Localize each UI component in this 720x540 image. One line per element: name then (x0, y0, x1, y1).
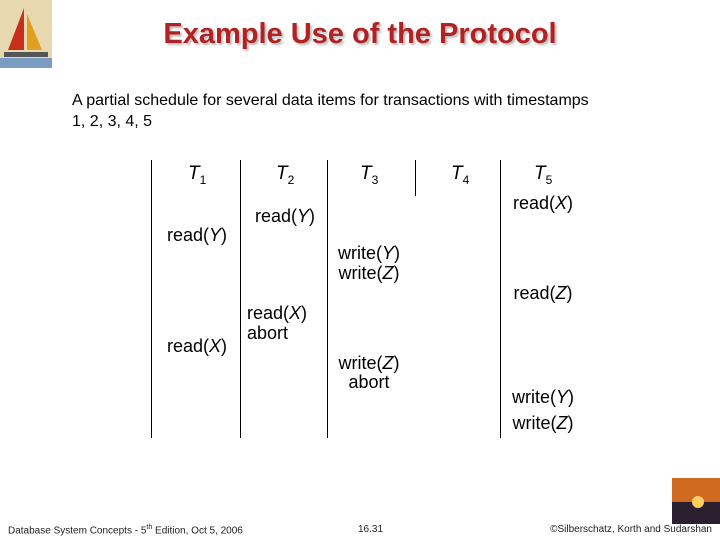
operation: write(Y) (511, 387, 575, 407)
sailboat-icon (0, 0, 52, 68)
operation: read(Y) (254, 206, 316, 226)
page-number: 16.31 (358, 524, 384, 535)
column-header: T4 (451, 163, 470, 187)
operation: read(Z) (513, 283, 573, 303)
operation: abort (348, 372, 390, 392)
footer-left: Database System Concepts - 5th Edition, … (8, 524, 243, 537)
column-line (415, 160, 416, 196)
operation: write(Z) (512, 413, 574, 433)
operation: read(Y) (166, 225, 228, 245)
column-header: T1 (188, 163, 207, 187)
operation: read(X) (512, 193, 574, 213)
column-line (240, 160, 241, 438)
operation: read(X) (247, 303, 308, 323)
intro: A partial schedule for several data item… (72, 92, 589, 130)
operation: write(Z) (338, 353, 400, 373)
column-header: T2 (276, 163, 295, 187)
column-header: T5 (534, 163, 553, 187)
column-line (500, 160, 501, 438)
column-line (327, 160, 328, 438)
column-header: T3 (360, 163, 379, 187)
operation: write(Z) (338, 263, 400, 283)
operation: read(X) (166, 336, 228, 356)
title: Example Use of the Protocol (163, 18, 557, 50)
footer-right: ©Silberschatz, Korth and Sudarshan (550, 524, 712, 535)
column-line (151, 160, 152, 438)
sunset-icon (672, 478, 720, 524)
operation: write(Y) (337, 243, 401, 263)
operation: abort (247, 323, 289, 343)
